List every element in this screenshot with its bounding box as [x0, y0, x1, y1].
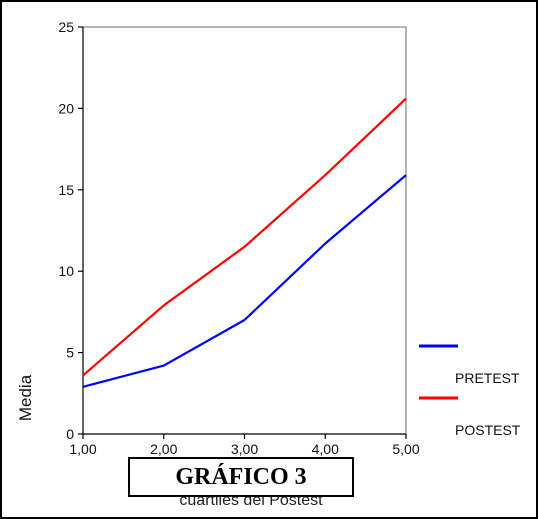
figure-title: GRÁFICO 3: [128, 457, 354, 497]
x-tick-label: 3,00: [231, 441, 258, 457]
y-tick-label: 20: [58, 100, 74, 116]
y-tick-label: 25: [58, 19, 74, 35]
plot-area: [82, 26, 407, 435]
series-line-postest: [82, 97, 407, 377]
series-line-pretest: [82, 174, 407, 388]
legend: PRETEST POSTEST: [419, 344, 521, 438]
x-tick-label: 5,00: [392, 441, 419, 457]
series-layer: [82, 97, 407, 388]
y-tick-label: 0: [66, 426, 74, 442]
x-tick-label: 4,00: [312, 441, 339, 457]
legend-label-postest: POSTEST: [455, 422, 521, 438]
y-tick-label: 5: [66, 345, 74, 361]
y-tick-label: 15: [58, 182, 74, 198]
ticks-layer: 0 5 10 15 20 25 1,00 2,00 3,00 4,00 5,00: [58, 19, 419, 457]
y-tick-label: 10: [58, 263, 74, 279]
x-tick-label: 1,00: [69, 441, 96, 457]
legend-label-pretest: PRETEST: [455, 370, 520, 386]
x-tick-label: 2,00: [150, 441, 177, 457]
y-axis-title: Media: [16, 374, 35, 421]
